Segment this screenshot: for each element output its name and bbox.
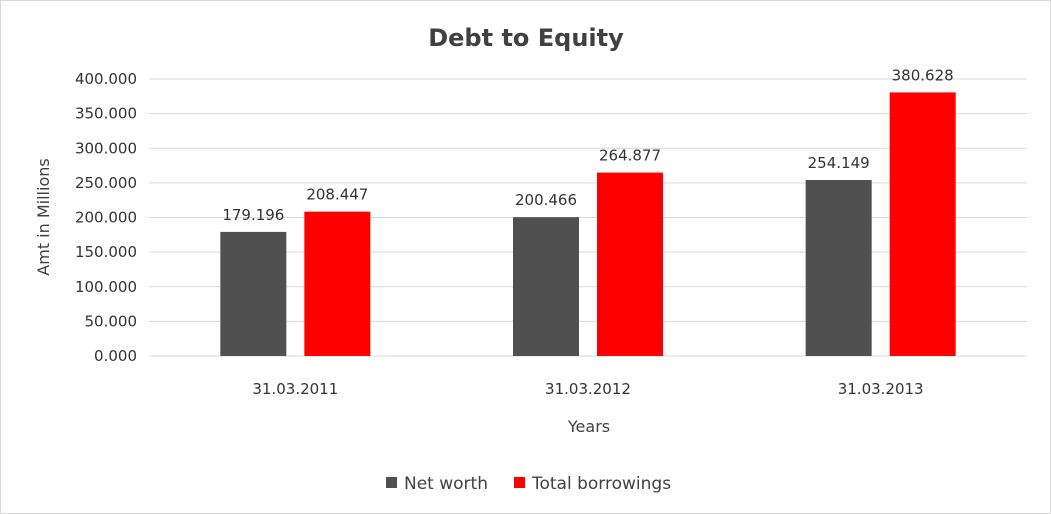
legend-swatch-total-borrowings — [514, 477, 525, 488]
y-tick-label: 300.000 — [75, 139, 137, 157]
y-tick-label: 350.000 — [75, 105, 137, 123]
x-category-label: 31.03.2013 — [838, 380, 924, 398]
y-tick-label: 200.000 — [75, 209, 137, 227]
data-label: 264.877 — [599, 147, 661, 165]
legend-label-total-borrowings: Total borrowings — [531, 474, 671, 494]
legend-label-net-worth: Net worth — [404, 474, 488, 494]
legend: Net worth Total borrowings — [386, 474, 671, 494]
x-category-label: 31.03.2012 — [545, 380, 631, 398]
bar-net-worth — [805, 180, 872, 356]
chart-title: Debt to Equity — [428, 24, 624, 52]
x-axis-categories: 31.03.2011 31.03.2012 31.03.2013 — [252, 380, 923, 398]
bar-net-worth — [513, 217, 579, 356]
x-category-label: 31.03.2011 — [252, 380, 338, 398]
legend-swatch-net-worth — [386, 477, 397, 488]
gridlines — [149, 78, 1027, 357]
data-label: 380.628 — [892, 66, 954, 84]
bar-total-borrowings — [597, 172, 663, 356]
data-label: 200.466 — [515, 191, 577, 209]
data-label: 179.196 — [222, 206, 284, 224]
bars — [220, 92, 956, 357]
x-axis-title: Years — [567, 417, 610, 436]
data-labels: 179.196 208.447 200.466 264.877 254.149 380.6… — [222, 66, 953, 223]
y-tick-label: 0.000 — [94, 347, 137, 365]
bar-total-borrowings — [304, 211, 371, 356]
y-tick-label: 250.000 — [75, 174, 137, 192]
y-tick-label: 400.000 — [75, 70, 137, 88]
bar-net-worth — [220, 231, 287, 356]
bar-total-borrowings — [889, 92, 956, 357]
y-tick-label: 50.000 — [85, 312, 138, 330]
y-axis-ticks: 0.000 50.000 100.000 150.000 200.000 250.000 3… — [75, 70, 137, 365]
y-tick-label: 150.000 — [75, 243, 137, 261]
y-axis-title: Amt in Millions — [34, 158, 53, 275]
y-tick-label: 100.000 — [75, 278, 137, 296]
data-label: 254.149 — [808, 154, 870, 172]
data-label: 208.447 — [306, 186, 368, 204]
